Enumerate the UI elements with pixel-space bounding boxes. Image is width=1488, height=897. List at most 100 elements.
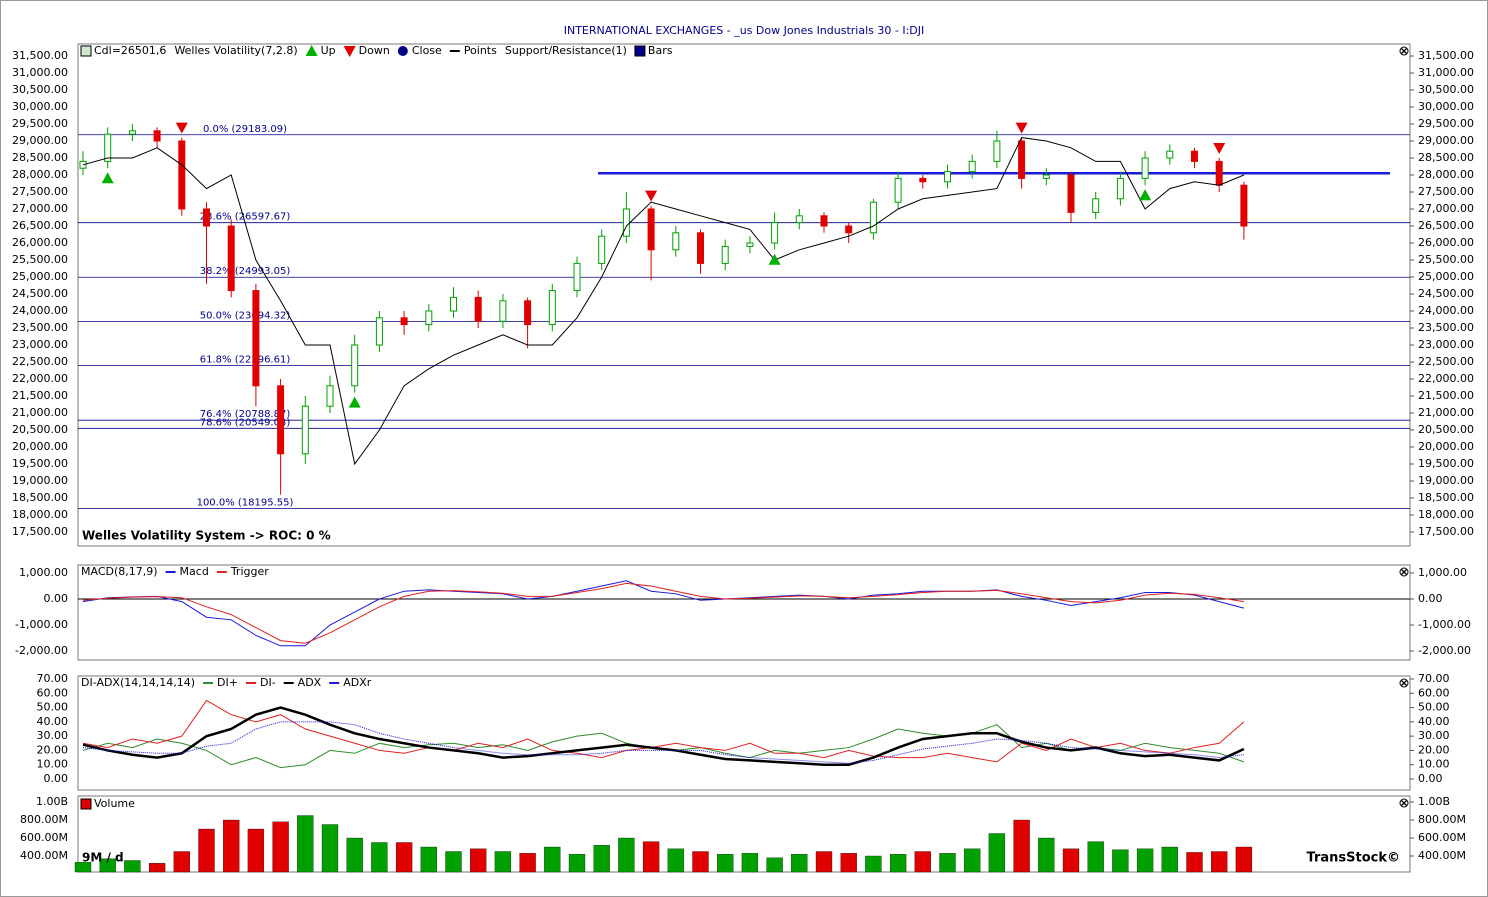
candle-body xyxy=(944,171,951,183)
candle-body xyxy=(227,225,235,292)
y-tick-label-right: 25,000.00 xyxy=(1418,270,1474,283)
fib-label: 100.0% (18195.55) xyxy=(197,497,294,508)
panel-frame[interactable] xyxy=(77,43,1411,547)
candle-body xyxy=(351,344,359,387)
y-tick-label: 18,500.00 xyxy=(12,491,68,504)
y-tick-label-right: 30,500.00 xyxy=(1418,83,1474,96)
candle-body xyxy=(869,201,877,234)
y-tick-label-right: 23,000.00 xyxy=(1418,338,1474,351)
legend-label: Welles Volatility(7,2.8) xyxy=(174,44,297,57)
y-tick-label: 40.00 xyxy=(37,715,69,728)
y-tick-label: 28,500.00 xyxy=(12,151,68,164)
candle-body xyxy=(598,235,606,264)
y-tick-label-right: 31,000.00 xyxy=(1418,66,1474,79)
candle-body xyxy=(425,310,433,326)
y-tick-label-right: 600.00M xyxy=(1418,831,1466,844)
legend-label: Up xyxy=(321,44,336,57)
y-tick-label: 10.00 xyxy=(37,758,69,771)
panel-frame[interactable] xyxy=(77,675,1411,791)
candle-body xyxy=(1042,174,1050,179)
series-line xyxy=(82,580,1245,647)
fib-label: 50.0% (23694.32) xyxy=(200,310,291,321)
close-icon xyxy=(1401,680,1407,686)
y-tick-label-right: 50.00 xyxy=(1418,701,1450,714)
y-tick-label-right: 20,000.00 xyxy=(1418,440,1474,453)
brand: TransStock© xyxy=(1307,851,1400,866)
y-tick-label-right: 26,000.00 xyxy=(1418,236,1474,249)
volume-bar xyxy=(1186,852,1203,873)
volume-bar xyxy=(148,863,166,873)
legend-icon xyxy=(634,45,646,57)
window-title: INTERNATIONAL EXCHANGES - _us Dow Jones … xyxy=(564,24,925,37)
y-tick-label-right: 400.00M xyxy=(1418,849,1466,862)
volume-bar xyxy=(420,846,437,873)
volume-bar xyxy=(173,851,190,873)
candle-body xyxy=(474,296,482,322)
close-icon xyxy=(1401,48,1407,54)
candle-body xyxy=(968,160,976,173)
volume-bar xyxy=(395,842,413,873)
candle-body xyxy=(795,215,803,224)
volume-bar xyxy=(939,853,956,873)
y-tick-label-right: 21,000.00 xyxy=(1418,406,1474,419)
volume-bar xyxy=(1235,846,1253,873)
candle-body xyxy=(919,177,927,183)
volume-bar xyxy=(544,846,561,873)
y-tick-label: 600.00M xyxy=(20,831,68,844)
y-tick-label: 24,500.00 xyxy=(12,287,68,300)
y-tick-label: 21,500.00 xyxy=(12,389,68,402)
legend-label: DI- xyxy=(260,676,276,689)
volume-bar xyxy=(297,815,314,873)
y-tick-label-right: 28,500.00 xyxy=(1418,151,1474,164)
legend-icon xyxy=(397,46,408,56)
candle-body xyxy=(128,130,136,135)
panel-frame[interactable] xyxy=(77,564,1411,661)
fib-label: 38.2% (24993.05) xyxy=(200,266,291,277)
candle-body xyxy=(1116,177,1124,200)
y-tick-label-right: 40.00 xyxy=(1418,715,1450,728)
y-tick-label-right: 22,000.00 xyxy=(1418,372,1474,385)
y-tick-label-right: 30.00 xyxy=(1418,729,1450,742)
volume-bar xyxy=(1136,848,1154,873)
y-tick-label-right: 31,500.00 xyxy=(1418,49,1474,62)
y-tick-label-right: 24,500.00 xyxy=(1418,287,1474,300)
signal-up xyxy=(348,396,361,408)
y-tick-label: -2,000.00 xyxy=(15,644,68,657)
legend-label: MACD(8,17,9) xyxy=(81,565,158,578)
y-tick-label: 1.00B xyxy=(36,795,68,808)
volume-bar xyxy=(568,854,586,873)
candle-body xyxy=(153,130,161,142)
y-tick-label-right: 800.00M xyxy=(1418,813,1466,826)
candle-body xyxy=(820,215,828,227)
y-tick-label: 30.00 xyxy=(37,729,69,742)
y-tick-label: 800.00M xyxy=(20,813,68,826)
y-tick-label: 70.00 xyxy=(37,672,69,685)
signal-up xyxy=(768,253,781,265)
y-tick-label-right: 19,000.00 xyxy=(1418,474,1474,487)
period-label: 9M / d xyxy=(82,851,124,865)
legend-label: ADX xyxy=(298,676,322,689)
candle-body xyxy=(622,208,630,237)
volume-bar xyxy=(247,828,265,873)
y-tick-label-right: 30,000.00 xyxy=(1418,100,1474,113)
y-tick-label-right: 1.00B xyxy=(1418,795,1450,808)
volume-bar xyxy=(272,821,289,873)
y-tick-label: 0.00 xyxy=(44,592,69,605)
volume-bar xyxy=(494,851,512,873)
y-tick-label-right: 20.00 xyxy=(1418,743,1450,756)
candle-body xyxy=(746,242,754,247)
y-tick-label-right: 60.00 xyxy=(1418,686,1450,699)
fib-label: 76.4% (20788.87) xyxy=(200,409,291,420)
candle-body xyxy=(721,245,729,264)
y-tick-label-right: 19,500.00 xyxy=(1418,457,1474,470)
candle-body xyxy=(771,222,779,244)
candle-body xyxy=(1215,160,1223,186)
candle-body xyxy=(548,290,556,326)
y-tick-label-right: 20,500.00 xyxy=(1418,423,1474,436)
y-tick-label: 400.00M xyxy=(20,849,68,862)
volume-bar xyxy=(321,824,339,873)
volume-bar xyxy=(667,848,684,873)
candle-body xyxy=(524,300,532,326)
volume-bar xyxy=(99,858,116,873)
candle-body xyxy=(375,317,383,346)
